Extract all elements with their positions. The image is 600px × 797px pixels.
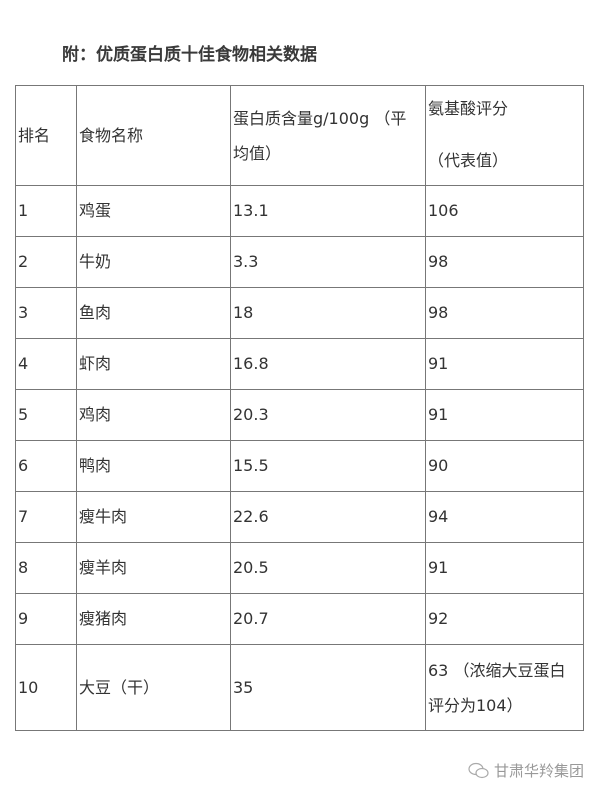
cell-rank: 2 [15, 236, 77, 288]
cell-protein: 16.8 [230, 338, 426, 390]
table-row: 1 鸡蛋 13.1 106 [15, 185, 584, 237]
header-food-name: 食物名称 [76, 85, 231, 186]
cell-rank: 9 [15, 593, 77, 645]
table-row: 10 大豆（干） 35 63 （浓缩大豆蛋白评分为104） [15, 644, 584, 731]
header-protein: 蛋白质含量g/100g （平 均值） [230, 85, 426, 186]
header-rank: 排名 [15, 85, 77, 186]
page-title: 附：优质蛋白质十佳食物相关数据 [62, 45, 317, 65]
watermark-text: 甘肃华羚集团 [493, 762, 584, 780]
cell-amino-score: 90 [425, 440, 584, 492]
table-header-row: 排名 食物名称 蛋白质含量g/100g （平 均值） 氨基酸评分 （代表值） [15, 85, 584, 186]
cell-amino-score: 63 （浓缩大豆蛋白评分为104） [425, 644, 584, 731]
header-amino-score-note: （代表值） [428, 150, 509, 170]
table-row: 4 虾肉 16.8 91 [15, 338, 584, 390]
cell-amino-score: 106 [425, 185, 584, 237]
table-row: 2 牛奶 3.3 98 [15, 236, 584, 288]
table-row: 8 瘦羊肉 20.5 91 [15, 542, 584, 594]
cell-amino-score: 92 [425, 593, 584, 645]
header-amino-score: 氨基酸评分 （代表值） [425, 85, 584, 186]
cell-food-name: 虾肉 [76, 338, 231, 390]
food-protein-table: 排名 食物名称 蛋白质含量g/100g （平 均值） 氨基酸评分 （代表值） 1 鸡蛋… [15, 85, 584, 731]
table-row: 6 鸭肉 15.5 90 [15, 440, 584, 492]
cell-amino-score: 98 [425, 287, 584, 339]
cell-rank: 3 [15, 287, 77, 339]
cell-protein: 3.3 [230, 236, 426, 288]
cell-rank: 4 [15, 338, 77, 390]
cell-food-name: 鸡蛋 [76, 185, 231, 237]
cell-food-name: 瘦牛肉 [76, 491, 231, 543]
score-with-note: 63 （浓缩大豆蛋白评分为104） [428, 660, 566, 715]
cell-rank: 10 [15, 644, 77, 731]
cell-protein: 20.3 [230, 389, 426, 441]
cell-amino-score: 91 [425, 389, 584, 441]
cell-protein: 18 [230, 287, 426, 339]
cell-amino-score: 91 [425, 338, 584, 390]
cell-rank: 1 [15, 185, 77, 237]
cell-rank: 7 [15, 491, 77, 543]
table-row: 5 鸡肉 20.3 91 [15, 389, 584, 441]
cell-food-name: 牛奶 [76, 236, 231, 288]
table-row: 9 瘦猪肉 20.7 92 [15, 593, 584, 645]
cell-food-name: 大豆（干） [76, 644, 231, 731]
cell-rank: 6 [15, 440, 77, 492]
cell-food-name: 瘦猪肉 [76, 593, 231, 645]
cell-protein: 35 [230, 644, 426, 731]
cell-food-name: 瘦羊肉 [76, 542, 231, 594]
watermark: 甘肃华羚集团 [468, 760, 584, 781]
cell-amino-score: 94 [425, 491, 584, 543]
cell-food-name: 鸡肉 [76, 389, 231, 441]
table-row: 7 瘦牛肉 22.6 94 [15, 491, 584, 543]
cell-rank: 5 [15, 389, 77, 441]
table-row: 3 鱼肉 18 98 [15, 287, 584, 339]
cell-rank: 8 [15, 542, 77, 594]
cell-protein: 13.1 [230, 185, 426, 237]
wechat-icon [468, 762, 489, 778]
cell-food-name: 鱼肉 [76, 287, 231, 339]
cell-food-name: 鸭肉 [76, 440, 231, 492]
cell-protein: 15.5 [230, 440, 426, 492]
cell-amino-score: 98 [425, 236, 584, 288]
header-amino-score-label: 氨基酸评分 [428, 98, 509, 118]
cell-protein: 20.5 [230, 542, 426, 594]
cell-protein: 20.7 [230, 593, 426, 645]
header-protein-line1: 蛋白质含量g/100g （平 [233, 108, 407, 128]
cell-amino-score: 91 [425, 542, 584, 594]
cell-protein: 22.6 [230, 491, 426, 543]
header-protein-line2: 均值） [233, 143, 282, 163]
